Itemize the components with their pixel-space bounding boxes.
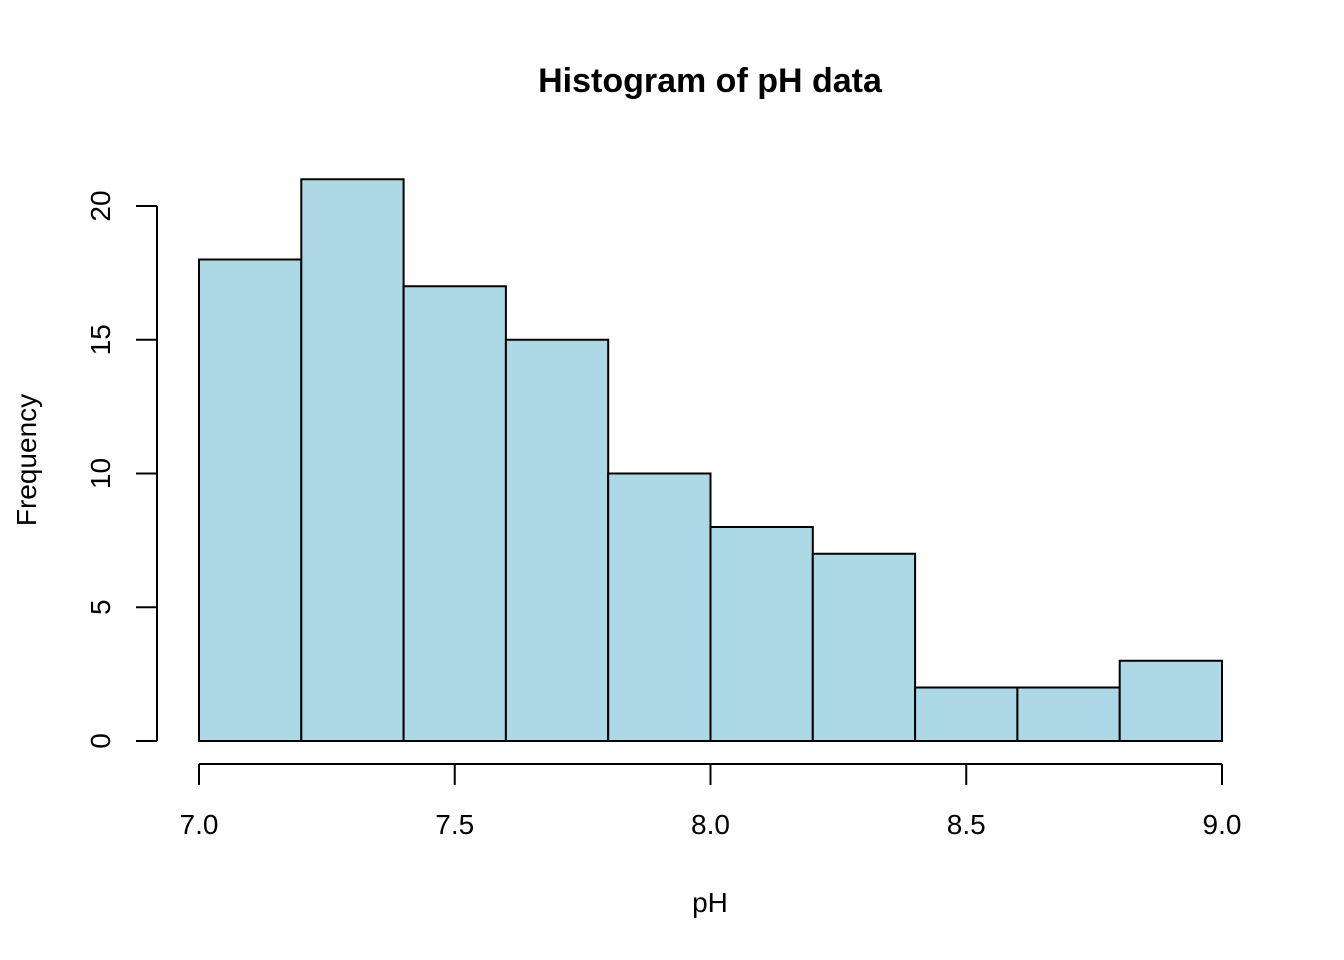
y-tick-label: 5 — [85, 599, 116, 615]
x-axis: 7.0 7.5 8.0 8.5 9.0 — [180, 763, 1242, 840]
y-tick-label: 0 — [85, 733, 116, 749]
histogram-bar — [402, 285, 507, 742]
histogram-bar — [811, 552, 917, 742]
x-axis-label: pH — [692, 887, 728, 918]
y-axis: 0 5 10 15 20 — [85, 190, 158, 749]
histogram-bar — [1118, 659, 1223, 742]
x-tick-label: 7.5 — [435, 809, 474, 840]
y-tick-label: 15 — [85, 324, 116, 355]
y-tick-label: 10 — [85, 458, 116, 489]
histogram-bar — [198, 258, 303, 742]
x-tick-label: 8.0 — [691, 809, 730, 840]
y-tick-label: 20 — [85, 190, 116, 221]
histogram-bar — [709, 526, 814, 742]
histogram-bar — [1016, 686, 1121, 742]
chart-title: Histogram of pH data — [538, 62, 883, 100]
x-tick-label: 9.0 — [1203, 809, 1242, 840]
histogram-bar — [504, 338, 610, 742]
histogram-bar — [607, 472, 712, 742]
x-tick-label: 7.0 — [180, 809, 219, 840]
x-tick-label: 8.5 — [947, 809, 986, 840]
histogram-bar — [300, 178, 405, 742]
y-axis-label: Frequency — [11, 394, 42, 526]
bars-group — [198, 178, 1223, 742]
histogram-bar — [914, 686, 1019, 742]
